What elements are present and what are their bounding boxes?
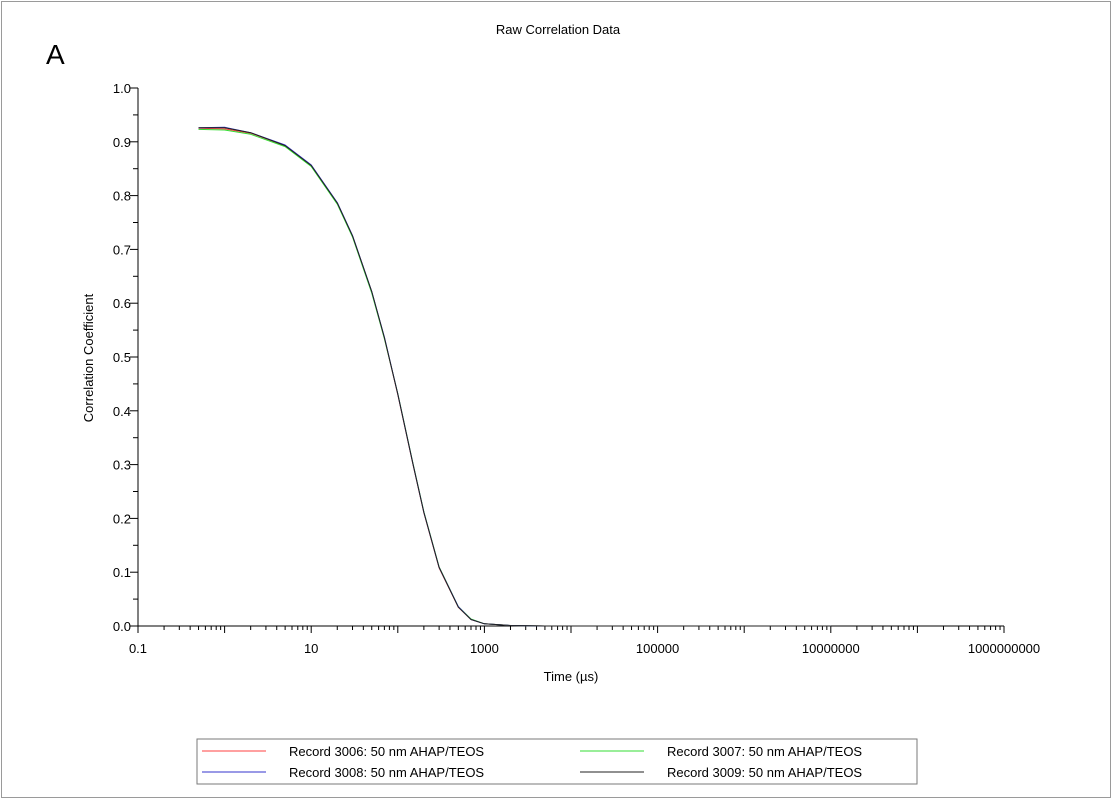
series-line-1: [198, 127, 831, 627]
y-tick-label: 0.4: [113, 404, 131, 419]
panel-label: A: [46, 39, 65, 70]
y-tick-label: 0.8: [113, 189, 131, 204]
y-tick-label: 0.1: [113, 565, 131, 580]
legend-label-1: Record 3006: 50 nm AHAP/TEOS: [289, 744, 484, 759]
series-line-4: [198, 127, 831, 627]
y-tick-label: 0.0: [113, 619, 131, 634]
chart-title: Raw Correlation Data: [496, 22, 621, 37]
legend-label-2: Record 3007: 50 nm AHAP/TEOS: [667, 744, 862, 759]
y-tick-label: 0.7: [113, 242, 131, 257]
x-tick-label: 1000000000: [968, 641, 1040, 656]
series-group: [198, 126, 831, 627]
y-tick-label: 1.0: [113, 81, 131, 96]
x-tick-label: 100000: [636, 641, 679, 656]
legend-label-3: Record 3008: 50 nm AHAP/TEOS: [289, 765, 484, 780]
x-axis: 0.1 10 1000 100000 10000000 1000000000: [129, 625, 1040, 656]
y-tick-label: 0.3: [113, 458, 131, 473]
legend: Record 3006: 50 nm AHAP/TEOS Record 3007:…: [196, 738, 918, 785]
y-axis: 0.0 0.1 0.2 0.3 0.4 0.5 0.6 0.7 0.8 0.9 1.0: [113, 81, 139, 634]
x-tick-label: 10000000: [802, 641, 860, 656]
x-axis-label: Time (µs): [544, 669, 599, 684]
x-tick-label: 0.1: [129, 641, 147, 656]
y-tick-label: 0.2: [113, 511, 131, 526]
y-tick-label: 0.5: [113, 350, 131, 365]
y-tick-label: 0.9: [113, 135, 131, 150]
legend-box: [196, 738, 918, 785]
legend-label-4: Record 3009: 50 nm AHAP/TEOS: [667, 765, 862, 780]
y-axis-label: Correlation Coefficient: [81, 293, 96, 422]
series-line-3: [198, 126, 831, 627]
series-line-2: [198, 128, 831, 627]
x-tick-label: 10: [304, 641, 318, 656]
x-tick-label: 1000: [470, 641, 499, 656]
y-tick-label: 0.6: [113, 296, 131, 311]
